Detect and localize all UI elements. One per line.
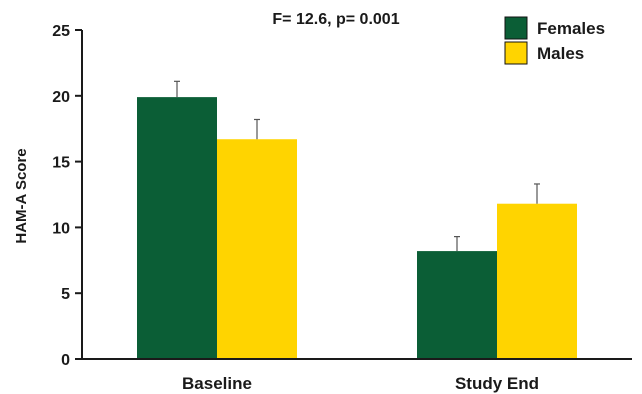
- y-tick-label: 25: [52, 23, 70, 40]
- x-tick-label: Baseline: [182, 374, 252, 393]
- y-tick-label: 15: [52, 155, 70, 172]
- legend: Females Males: [504, 16, 605, 65]
- y-tick-label: 10: [52, 220, 70, 237]
- legend-label-males: Males: [537, 44, 584, 63]
- y-tick-label: 20: [52, 89, 70, 106]
- y-tick-label: 5: [61, 286, 70, 303]
- chart-title: F= 12.6, p= 0.001: [272, 11, 399, 28]
- y-tick-label: 0: [61, 352, 70, 369]
- x-tick-label: Study End: [455, 374, 539, 393]
- bar-males-baseline: [217, 139, 297, 359]
- bar-females-study-end: [417, 251, 497, 359]
- legend-swatch-males: [504, 41, 528, 65]
- axes-layer: Baseline Study End 0 5 10 15 20 25: [52, 23, 632, 393]
- bars-layer: [137, 80, 577, 359]
- legend-swatch-females: [504, 16, 528, 40]
- bar-females-baseline: [137, 97, 217, 359]
- bar-males-study-end: [497, 203, 577, 359]
- legend-label-females: Females: [537, 19, 605, 38]
- y-axis-label: HAM-A Score: [13, 148, 30, 243]
